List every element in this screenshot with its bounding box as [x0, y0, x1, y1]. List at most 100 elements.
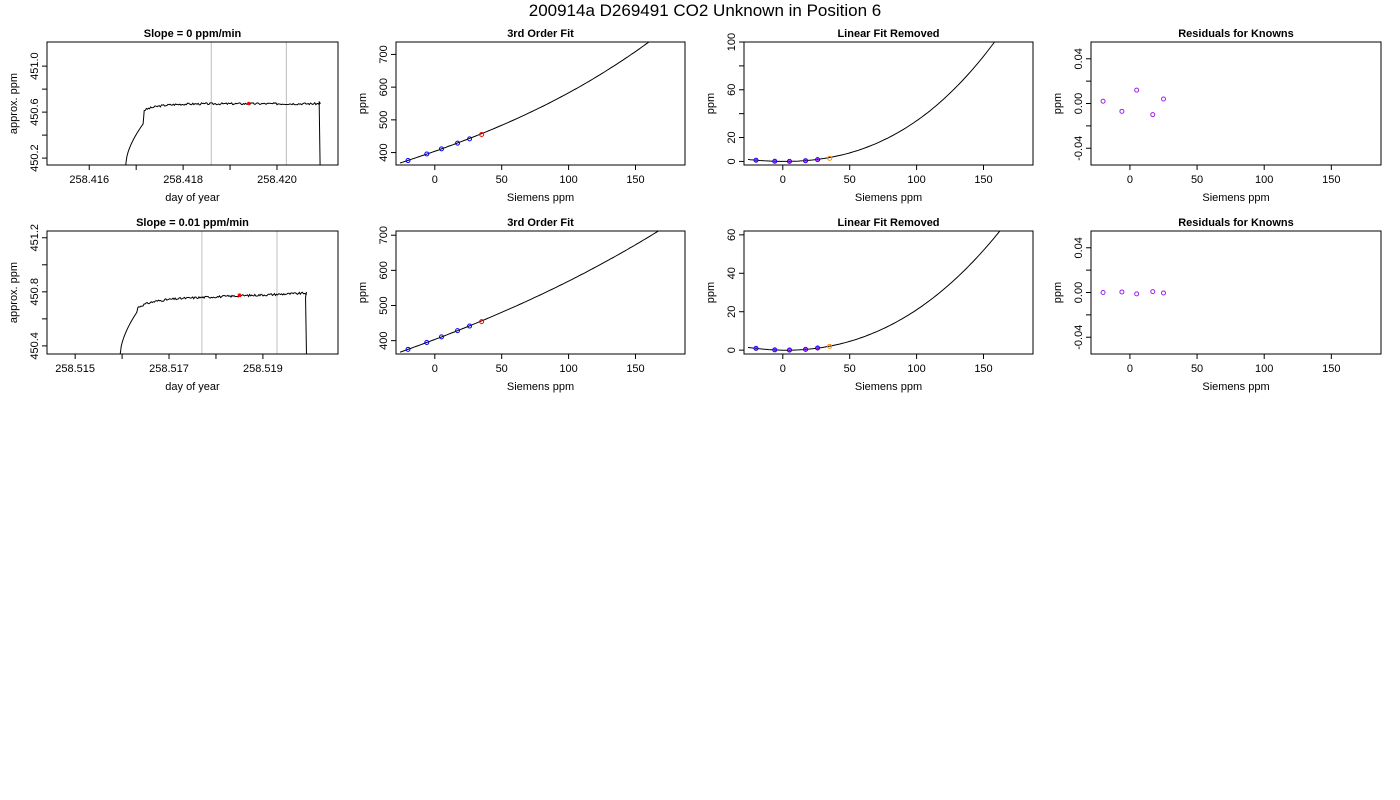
x-tick-label: 100 [1255, 363, 1273, 375]
data-point [827, 155, 833, 161]
y-axis-label: ppm [1052, 282, 1064, 303]
panel-r2c2: 3rd Order Fit 0 50 100 150 400 500 600 700 Siemen… [357, 217, 686, 393]
y-tick-label: 100 [726, 33, 738, 51]
data-point [1150, 289, 1156, 295]
panel-title: Slope = 0 ppm/min [144, 28, 242, 40]
y-tick-label: 451.0 [29, 52, 41, 80]
y-tick-label: 0.00 [1073, 93, 1085, 114]
x-tick-label: 0 [432, 174, 438, 186]
plot-area [125, 42, 321, 165]
panel-r1c1: Slope = 0 ppm/min 258.416 258.418 258.420 45… [8, 28, 339, 204]
plot-frame [395, 41, 686, 166]
x-tick-label: 100 [907, 174, 925, 186]
data-point-ring [815, 346, 820, 350]
data-point [753, 345, 759, 351]
plot-frame [743, 230, 1034, 355]
data-point-ring [754, 346, 758, 350]
panel-title: Linear Fit Removed [837, 28, 939, 40]
data-point-ring [803, 159, 808, 163]
x-tick-label: 150 [974, 174, 992, 186]
data-point-ring [773, 159, 777, 163]
data-point [405, 346, 411, 352]
data-point [786, 158, 792, 164]
fit-curve [399, 231, 660, 353]
y-axis-label: ppm [705, 282, 717, 303]
x-tick-label: 150 [974, 363, 992, 375]
x-tick-label: 258.519 [243, 363, 283, 375]
x-tick-label: 100 [907, 363, 925, 375]
x-axis-label: Siemens ppm [855, 192, 922, 204]
data-point [827, 343, 833, 349]
plot-frame [743, 41, 1034, 166]
panel-r1c3: Linear Fit Removed 0 50 100 150 0 20 60 100 Sieme… [705, 28, 1034, 204]
data-point [1100, 290, 1106, 295]
figure-title: 200914a D269491 CO2 Unknown in Position … [528, 1, 882, 20]
panel-title: 3rd Order Fit [507, 217, 574, 229]
data-point [467, 136, 473, 142]
data-point-ring [815, 158, 820, 162]
data-point [753, 157, 759, 163]
trace-line [119, 291, 308, 354]
x-tick-label: 258.418 [163, 174, 203, 186]
x-tick-label: 50 [844, 363, 856, 375]
data-point [815, 157, 821, 163]
y-tick-label: 600 [378, 261, 390, 279]
y-tick-label: 500 [378, 296, 390, 314]
x-tick-label: 100 [559, 363, 577, 375]
y-tick-label: -0.04 [1073, 136, 1085, 161]
y-tick-label: 700 [378, 45, 390, 63]
data-point [1119, 108, 1125, 114]
x-axis-label: Siemens ppm [1202, 192, 1269, 204]
panel-r1c2: 3rd Order Fit 0 50 100 150 400 500 600 700 Siemen… [357, 28, 686, 204]
x-tick-label: 258.515 [55, 363, 95, 375]
data-point [1134, 291, 1140, 297]
x-tick-label: 50 [496, 174, 508, 186]
y-tick-label: 40 [726, 267, 738, 279]
x-tick-label: 100 [1255, 174, 1273, 186]
y-tick-label: 400 [378, 331, 390, 349]
y-tick-label: 0 [726, 158, 738, 164]
plot-area [747, 231, 1001, 353]
y-axis-label: ppm [1052, 93, 1064, 114]
y-tick-label: 500 [378, 111, 390, 129]
y-tick-label: 20 [726, 306, 738, 318]
x-tick-label: 0 [432, 363, 438, 375]
x-tick-label: 258.420 [257, 174, 297, 186]
panel-r2c4: Residuals for Knowns 0 50 100 150 -0.04 0.00 0.… [1052, 217, 1382, 393]
y-tick-label: 0.04 [1073, 48, 1085, 69]
y-tick-label: 400 [378, 143, 390, 161]
x-axis-label: day of year [165, 192, 220, 204]
x-tick-label: 0 [1127, 174, 1133, 186]
y-tick-label: 700 [378, 226, 390, 244]
plot-frame [46, 230, 339, 355]
y-tick-label: 0.00 [1073, 282, 1085, 303]
trace-line [125, 101, 321, 165]
data-point [1134, 87, 1140, 93]
x-tick-label: 0 [1127, 363, 1133, 375]
data-point [803, 346, 809, 352]
data-point [438, 146, 444, 152]
y-tick-label: 20 [726, 131, 738, 143]
data-point [424, 151, 430, 157]
fit-curve [747, 231, 1001, 351]
y-tick-label: 60 [726, 84, 738, 96]
data-point-ring [787, 348, 792, 352]
x-axis-label: Siemens ppm [855, 381, 922, 393]
y-tick-label: 600 [378, 78, 390, 96]
y-tick-label: 60 [726, 229, 738, 241]
highlight-point [237, 293, 242, 298]
x-axis-label: day of year [165, 381, 220, 393]
y-axis-label: ppm [357, 282, 369, 303]
data-point [772, 158, 778, 164]
x-tick-label: 150 [626, 174, 644, 186]
y-tick-label: 0 [726, 347, 738, 353]
data-point [479, 132, 485, 138]
x-tick-label: 150 [1322, 363, 1340, 375]
x-tick-label: 258.416 [69, 174, 109, 186]
x-tick-label: 50 [1191, 363, 1203, 375]
x-tick-label: 258.517 [149, 363, 189, 375]
y-axis-label: approx. ppm [8, 262, 20, 323]
plot-frame [46, 41, 339, 166]
y-tick-label: 450.2 [29, 144, 41, 172]
